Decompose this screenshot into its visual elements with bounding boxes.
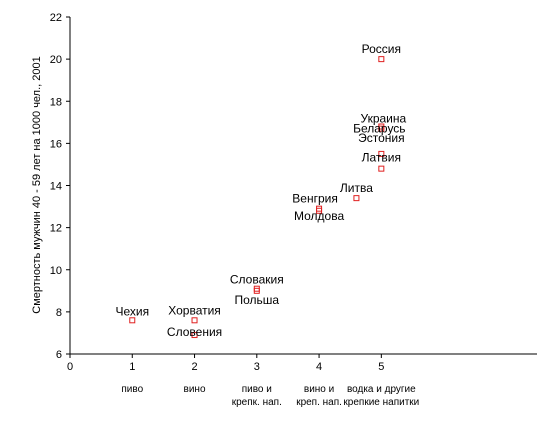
x-tick-label: 4 <box>316 361 322 373</box>
y-ticks: 6 8 10 12 14 16 18 20 22 <box>50 12 70 361</box>
y-tick-label: 6 <box>56 349 62 361</box>
category-label: вино <box>184 384 206 395</box>
data-point <box>378 123 385 130</box>
x-ticks: 0 1 2 3 4 5 <box>67 354 384 373</box>
point-label: Эстония <box>358 131 405 145</box>
x-tick-label: 3 <box>254 361 260 373</box>
category-label: пиво и <box>242 384 272 395</box>
point-label: Россия <box>362 42 401 56</box>
x-tick-label: 1 <box>129 361 135 373</box>
point-label: Литва <box>340 181 373 195</box>
point-label: Словения <box>167 325 222 339</box>
point-label: Чехия <box>115 304 149 318</box>
x-tick-label: 2 <box>191 361 197 373</box>
y-tick-label: 12 <box>50 223 62 235</box>
point-label: Польша <box>235 293 280 307</box>
data-point <box>353 195 360 202</box>
y-tick-label: 14 <box>50 181 62 193</box>
data-point <box>129 317 136 324</box>
data-point <box>378 165 385 172</box>
category-label: вино и <box>304 384 334 395</box>
point-label: Хорватия <box>168 303 221 317</box>
y-axis-title: Смертность мужчин 40 - 59 лет на 1000 че… <box>31 56 43 314</box>
category-label: крепкие напитки <box>343 397 419 408</box>
category-label: крепк. нап. <box>232 397 282 408</box>
data-point <box>191 332 198 339</box>
point-label: Беларусь <box>353 122 405 136</box>
data-point <box>191 317 198 324</box>
y-tick-label: 22 <box>50 12 62 24</box>
data-point <box>253 287 260 294</box>
data-point <box>316 207 323 214</box>
y-tick-label: 18 <box>50 96 62 108</box>
category-label: пиво <box>121 384 143 395</box>
point-label: Украина <box>360 112 406 126</box>
y-tick-label: 10 <box>50 265 62 277</box>
point-label: Словакия <box>230 273 284 287</box>
y-tick-label: 20 <box>50 54 62 66</box>
x-tick-label: 0 <box>67 361 73 373</box>
x-tick-label: 5 <box>378 361 384 373</box>
data-point <box>378 56 385 63</box>
category-labels: пиво вино пиво и крепк. нап. вино и креп. нап… <box>121 384 419 408</box>
data-points <box>129 56 385 339</box>
point-labels: Чехия Хорватия Словения Словакия Польша Венгр… <box>115 42 406 339</box>
point-label: Молдова <box>294 209 344 223</box>
point-label: Латвия <box>362 151 401 165</box>
data-point <box>378 150 385 157</box>
point-label: Венгрия <box>292 192 338 206</box>
category-label: водка и другие <box>347 384 416 395</box>
y-tick-label: 8 <box>56 307 62 319</box>
category-label: креп. нап. <box>296 397 342 408</box>
y-tick-label: 16 <box>50 138 62 150</box>
